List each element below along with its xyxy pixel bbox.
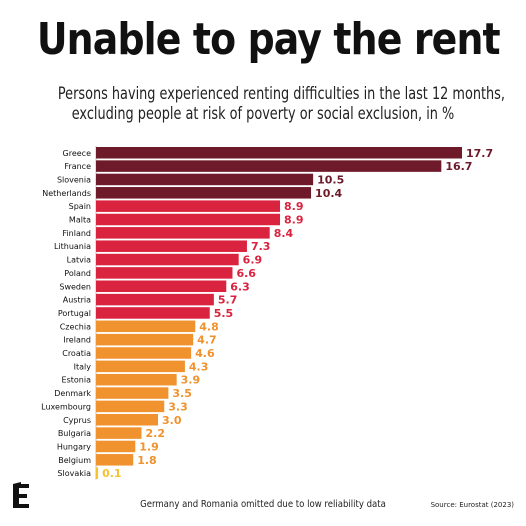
bar — [96, 293, 214, 306]
source-credit: Source: Eurostat (2023) — [430, 501, 514, 509]
category-label: Italy — [74, 362, 92, 371]
value-label: 4.6 — [195, 347, 215, 360]
subtitle-line-2: excluding people at risk of poverty or s… — [71, 104, 455, 123]
category-label: Luxembourg — [41, 402, 91, 411]
value-label: 17.7 — [466, 147, 493, 160]
value-label: 4.8 — [199, 320, 219, 333]
bar — [96, 253, 239, 266]
bar — [96, 360, 185, 373]
subtitle-line-1: Persons having experienced renting diffi… — [57, 84, 505, 103]
bar — [96, 213, 281, 226]
category-label: Austria — [63, 296, 91, 305]
category-label: Estonia — [62, 376, 92, 385]
value-label: 0.1 — [102, 467, 122, 480]
bar — [96, 200, 281, 212]
bar — [96, 173, 314, 186]
value-label: 4.3 — [189, 360, 209, 373]
category-label: Ireland — [63, 336, 91, 345]
bar — [96, 400, 165, 413]
category-label: Poland — [64, 269, 91, 278]
bar — [96, 333, 194, 346]
category-label: Denmark — [54, 389, 91, 398]
category-label: Spain — [69, 202, 91, 211]
bar — [96, 467, 99, 479]
value-label: 8.9 — [284, 200, 304, 213]
chart-title: Unable to pay the rent — [36, 14, 501, 65]
value-label: 16.7 — [445, 160, 472, 173]
value-label: 10.5 — [317, 173, 344, 186]
bar — [96, 267, 233, 279]
category-label: Finland — [62, 229, 91, 238]
bar — [96, 454, 134, 466]
value-label: 8.9 — [284, 214, 304, 227]
category-label: Cyprus — [63, 416, 91, 425]
footnote: Germany and Romania omitted due to low r… — [140, 499, 386, 510]
bar — [96, 227, 270, 239]
category-label: Czechia — [60, 322, 91, 331]
category-label: Croatia — [62, 349, 91, 358]
category-label: Belgium — [58, 456, 91, 465]
value-label: 1.8 — [137, 454, 157, 467]
category-label: Malta — [69, 216, 91, 225]
value-label: 4.7 — [197, 334, 217, 347]
value-label: 2.2 — [145, 427, 165, 440]
bar — [96, 347, 192, 359]
category-label: Portugal — [58, 309, 91, 318]
value-label: 3.9 — [181, 374, 201, 387]
bar — [96, 373, 177, 386]
value-label: 3.5 — [172, 387, 192, 400]
bar — [96, 414, 159, 426]
value-label: 8.4 — [274, 227, 294, 240]
value-label: 3.3 — [168, 400, 188, 413]
value-label: 6.3 — [230, 280, 250, 293]
category-label: Netherlands — [42, 189, 91, 198]
chart-subtitle: Persons having experienced renting diffi… — [0, 84, 526, 124]
value-label: 3.0 — [162, 414, 182, 427]
category-label: France — [64, 162, 91, 171]
category-label: Lithuania — [54, 242, 91, 251]
publisher-logo-icon — [13, 482, 29, 508]
bar — [96, 307, 210, 319]
category-label: Greece — [63, 149, 92, 158]
value-label: 6.6 — [236, 267, 256, 280]
bar — [96, 240, 247, 252]
bar — [96, 427, 142, 439]
value-label: 7.3 — [251, 240, 271, 253]
bar — [96, 187, 312, 199]
value-label: 6.9 — [243, 254, 263, 267]
value-label: 5.7 — [218, 294, 238, 307]
category-label: Sweden — [59, 282, 91, 291]
category-label: Latvia — [67, 256, 91, 265]
bar — [96, 320, 196, 333]
value-label: 5.5 — [214, 307, 234, 320]
category-label: Bulgaria — [58, 429, 91, 438]
bar — [96, 147, 462, 159]
category-label: Slovenia — [57, 175, 91, 184]
category-label: Slovakia — [57, 469, 91, 478]
bar — [96, 387, 169, 399]
bar — [96, 160, 442, 172]
value-label: 1.9 — [139, 440, 159, 453]
value-label: 10.4 — [315, 187, 342, 200]
category-label: Hungary — [57, 442, 91, 451]
bar — [96, 440, 136, 453]
bar — [96, 280, 227, 292]
